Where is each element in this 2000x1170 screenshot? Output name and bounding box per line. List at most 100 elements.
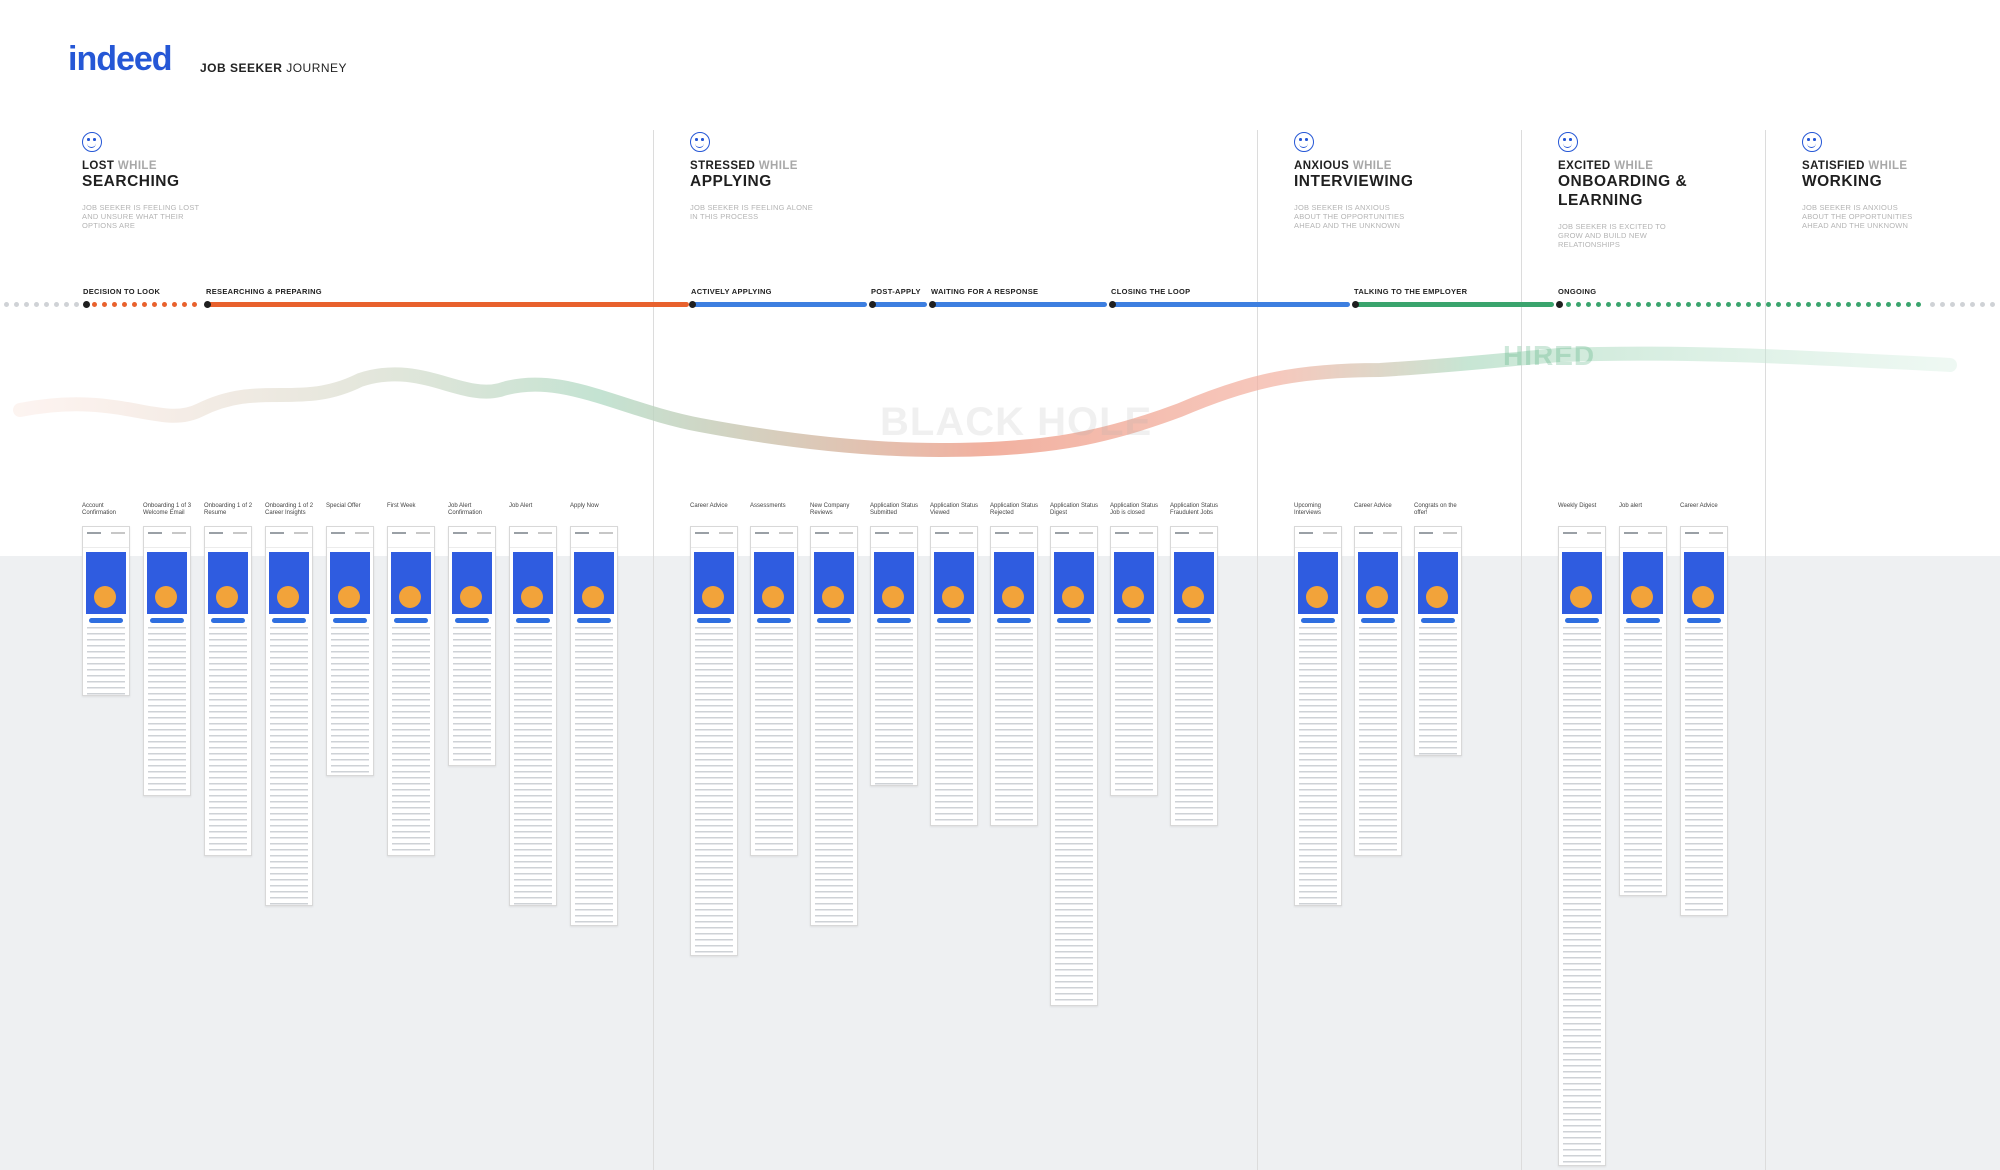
screen-title: Application Status Rejected <box>990 503 1039 516</box>
timeline-dot <box>1846 302 1851 307</box>
timeline-dot <box>1606 302 1611 307</box>
email-screen-mockup[interactable] <box>1170 526 1218 826</box>
timeline-dot <box>192 302 197 307</box>
stage-marker <box>1352 301 1359 308</box>
stage-label: WAITING FOR A RESPONSE <box>931 287 1039 296</box>
mockup-content <box>875 627 913 785</box>
email-screen-mockup[interactable] <box>326 526 374 776</box>
email-screen-mockup[interactable] <box>1110 526 1158 796</box>
email-screen-mockup[interactable] <box>387 526 435 856</box>
email-screen-mockup[interactable] <box>143 526 191 796</box>
phase-description: JOB SEEKER IS ANXIOUS ABOUT THE OPPORTUN… <box>1294 203 1405 230</box>
mockup-header <box>571 532 617 548</box>
phase-onboarding: EXCITED WHILE ONBOARDING & LEARNING JOB … <box>1558 132 1778 249</box>
timeline-dot <box>1766 302 1771 307</box>
stage-label: POST-APPLY <box>871 287 921 296</box>
timeline-dot <box>1756 302 1761 307</box>
stage-label: ONGOING <box>1558 287 1597 296</box>
timeline-dot <box>1586 302 1591 307</box>
email-screen-mockup[interactable] <box>870 526 918 786</box>
timeline-dot <box>1666 302 1671 307</box>
mockup-header <box>751 532 797 548</box>
mockup-button <box>1421 618 1455 623</box>
screen-title: Onboarding 1 of 3 Welcome Email <box>143 503 192 516</box>
screen-title: Apply Now <box>570 503 599 509</box>
mockup-header <box>327 532 373 548</box>
email-screen-mockup[interactable] <box>570 526 618 926</box>
mockup-content <box>1624 627 1662 895</box>
timeline-dot <box>1596 302 1601 307</box>
email-screen-mockup[interactable] <box>1414 526 1462 756</box>
email-screen-mockup[interactable] <box>1680 526 1728 916</box>
mockup-header <box>1295 532 1341 548</box>
email-screen-mockup[interactable] <box>750 526 798 856</box>
mockup-illustration <box>1114 552 1154 614</box>
timeline-dot <box>1676 302 1681 307</box>
mockup-button <box>757 618 791 623</box>
stage-marker <box>83 301 90 308</box>
mockup-content <box>1115 627 1153 795</box>
email-screen-mockup[interactable] <box>265 526 313 906</box>
screen-title: Application Status Job is closed <box>1110 503 1159 516</box>
timeline-dot <box>152 302 157 307</box>
mockup-illustration <box>934 552 974 614</box>
phase-activity: WORKING <box>1802 173 1883 190</box>
phase-activity: SEARCHING <box>82 173 180 190</box>
mockup-header <box>991 532 1037 548</box>
screen-title: Application Status Digest <box>1050 503 1099 516</box>
timeline-dot <box>92 302 97 307</box>
timeline-dot <box>1566 302 1571 307</box>
mockup-button <box>937 618 971 623</box>
timeline-dot <box>182 302 187 307</box>
timeline-dot <box>1916 302 1921 307</box>
mockup-illustration <box>147 552 187 614</box>
mockup-button <box>1117 618 1151 623</box>
email-screen-mockup[interactable] <box>1050 526 1098 1006</box>
mockup-content <box>1299 627 1337 905</box>
mockup-button <box>1361 618 1395 623</box>
mockup-illustration <box>1562 552 1602 614</box>
screen-title: Onboarding 1 of 2 Resume <box>204 503 253 516</box>
timeline-dot <box>1896 302 1901 307</box>
mockup-content <box>1419 627 1457 755</box>
mockup-button <box>1687 618 1721 623</box>
mockup-content <box>1175 627 1213 825</box>
mockup-illustration <box>874 552 914 614</box>
email-screen-mockup[interactable] <box>204 526 252 856</box>
timeline-dot <box>24 302 29 307</box>
timeline-dot <box>142 302 147 307</box>
email-screen-mockup[interactable] <box>509 526 557 906</box>
mockup-button <box>150 618 184 623</box>
mockup-header <box>1051 532 1097 548</box>
mockup-button <box>697 618 731 623</box>
mockup-header <box>266 532 312 548</box>
email-screen-mockup[interactable] <box>448 526 496 766</box>
email-screen-mockup[interactable] <box>1354 526 1402 856</box>
mockup-content <box>695 627 733 955</box>
timeline-dot <box>1950 302 1955 307</box>
mockup-button <box>1057 618 1091 623</box>
email-screen-mockup[interactable] <box>990 526 1038 826</box>
timeline-dot <box>1626 302 1631 307</box>
mockup-button <box>577 618 611 623</box>
timeline-dot <box>44 302 49 307</box>
email-screen-mockup[interactable] <box>82 526 130 696</box>
email-screen-mockup[interactable] <box>1558 526 1606 1166</box>
timeline-dot <box>122 302 127 307</box>
mockup-content <box>995 627 1033 825</box>
mockup-header <box>1415 532 1461 548</box>
stage-marker <box>204 301 211 308</box>
timeline-dot <box>34 302 39 307</box>
email-screen-mockup[interactable] <box>1294 526 1342 906</box>
mockup-content <box>755 627 793 855</box>
screen-title: New Company Reviews <box>810 503 850 516</box>
email-screen-mockup[interactable] <box>930 526 978 826</box>
email-screen-mockup[interactable] <box>1619 526 1667 896</box>
mockup-content <box>575 627 613 925</box>
email-screen-mockup[interactable] <box>810 526 858 926</box>
mockup-button <box>516 618 550 623</box>
screen-title: Application Status Submitted <box>870 503 919 516</box>
email-screen-mockup[interactable] <box>690 526 738 956</box>
stage-bar-waiting <box>931 302 1107 307</box>
mockup-header <box>1111 532 1157 548</box>
